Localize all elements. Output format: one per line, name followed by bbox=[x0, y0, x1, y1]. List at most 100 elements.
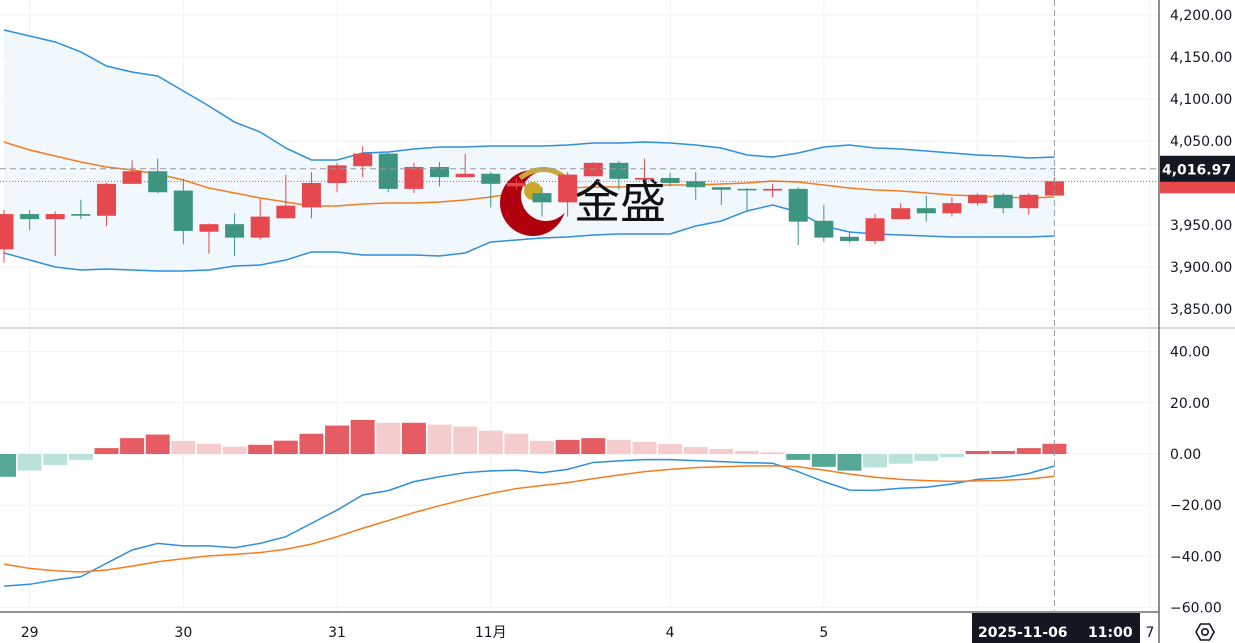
bollinger-upper-line bbox=[3, 29, 1055, 161]
candle-body bbox=[968, 194, 988, 204]
candle-body bbox=[583, 162, 603, 177]
candle bbox=[199, 223, 219, 254]
macd-histogram-bar bbox=[68, 454, 93, 460]
crosshair-price-label-bg bbox=[1160, 155, 1235, 182]
candle-body bbox=[737, 188, 757, 191]
macd-histogram-bar bbox=[863, 454, 888, 468]
macd-histogram-bar bbox=[0, 454, 16, 477]
macd-histogram-bar bbox=[478, 430, 503, 454]
candle-body bbox=[506, 183, 526, 187]
macd-tick-label: 0.00 bbox=[1170, 447, 1201, 463]
macd-histogram-bar bbox=[325, 425, 350, 454]
price-tick-label: 4,050.00 bbox=[1170, 134, 1232, 150]
candlestick-series bbox=[0, 146, 1064, 263]
macd-histogram-bar bbox=[991, 450, 1016, 454]
candle-body bbox=[993, 194, 1013, 209]
candle bbox=[609, 161, 629, 190]
crosshair-price-label: 4,016.97 bbox=[1162, 163, 1231, 179]
candle-body bbox=[96, 183, 116, 216]
watermark-text: 金盛 bbox=[574, 175, 666, 229]
candle bbox=[481, 172, 501, 208]
macd-histogram-bar bbox=[888, 454, 913, 464]
time-tick-label: 4 bbox=[666, 625, 675, 641]
candle-body bbox=[763, 188, 783, 191]
candle-body bbox=[0, 214, 14, 250]
macd-tick-label: −60.00 bbox=[1170, 601, 1222, 617]
crosshair-time-label-bg bbox=[972, 613, 1140, 643]
candle-body bbox=[45, 214, 65, 220]
macd-histogram-bar bbox=[222, 446, 247, 454]
candle-body bbox=[558, 174, 578, 203]
candle bbox=[942, 197, 962, 217]
time-tick-label: 5 bbox=[819, 625, 828, 641]
candle-body bbox=[942, 203, 962, 214]
candle bbox=[148, 158, 168, 194]
macd-tick-label: 20.00 bbox=[1170, 396, 1210, 412]
macd-histogram-bar bbox=[120, 438, 145, 454]
time-tick-label: 31 bbox=[328, 625, 346, 641]
macd-tick-label: −40.00 bbox=[1170, 549, 1222, 565]
price-tick-label: 4,100.00 bbox=[1170, 92, 1232, 108]
macd-histogram-bar bbox=[1016, 448, 1041, 454]
price-tick-label: 3,950.00 bbox=[1170, 218, 1232, 234]
candle bbox=[20, 209, 40, 231]
candle bbox=[122, 160, 142, 184]
macd-histogram-bar bbox=[427, 424, 452, 454]
macd-histogram-bar bbox=[734, 450, 759, 454]
macd-histogram-bar bbox=[273, 440, 298, 454]
price-tick-label: 4,200.00 bbox=[1170, 8, 1232, 24]
candle bbox=[891, 203, 911, 220]
macd-histogram-bar bbox=[632, 441, 657, 454]
candle bbox=[865, 214, 885, 245]
candle-body bbox=[378, 153, 398, 189]
candle bbox=[96, 183, 116, 226]
candle-body bbox=[199, 224, 219, 232]
candle bbox=[45, 211, 65, 257]
macd-histogram-bar bbox=[376, 422, 401, 454]
candle-body bbox=[891, 208, 911, 220]
candle-body bbox=[788, 188, 808, 222]
candle bbox=[737, 188, 757, 212]
candle-body bbox=[301, 183, 321, 208]
candle-body bbox=[327, 165, 347, 183]
candle bbox=[839, 232, 859, 243]
candle bbox=[788, 187, 808, 246]
macd-histogram-bar bbox=[350, 419, 375, 454]
macd-histogram-bar bbox=[683, 447, 708, 454]
candle bbox=[225, 213, 245, 257]
candle bbox=[660, 172, 680, 187]
macd-histogram-bar bbox=[530, 440, 555, 454]
bollinger-band-fill bbox=[4, 30, 1055, 272]
macd-histogram-bar bbox=[504, 433, 529, 454]
candle-body bbox=[250, 216, 270, 238]
macd-histogram-bar bbox=[606, 439, 631, 454]
candle bbox=[532, 187, 552, 217]
candle bbox=[1019, 193, 1039, 215]
macd-tick-label: −20.00 bbox=[1170, 498, 1222, 514]
candle bbox=[327, 162, 347, 193]
candle bbox=[301, 172, 321, 219]
macd-histogram-bar bbox=[709, 448, 734, 454]
macd-histogram-bar bbox=[581, 438, 606, 454]
candle-body bbox=[916, 208, 936, 214]
macd-histogram-bar bbox=[299, 433, 324, 454]
macd-histogram-bar bbox=[939, 454, 964, 458]
price-tick-label: 4,150.00 bbox=[1170, 50, 1232, 66]
candle-body bbox=[532, 193, 552, 203]
settings-icon[interactable] bbox=[1195, 623, 1215, 641]
crosshair-time-label: 11:00 bbox=[1088, 625, 1133, 641]
macd-histogram-bar bbox=[786, 454, 811, 460]
candle-body bbox=[353, 153, 373, 167]
candle bbox=[404, 162, 424, 194]
macd-line bbox=[3, 458, 1055, 587]
candle bbox=[916, 195, 936, 222]
candle bbox=[173, 178, 193, 245]
signal-line bbox=[3, 465, 1055, 573]
candle bbox=[711, 187, 731, 205]
candle bbox=[276, 174, 296, 219]
macd-histogram-bar bbox=[760, 452, 785, 454]
candle bbox=[71, 199, 91, 220]
time-tick-label: 30 bbox=[174, 625, 192, 641]
